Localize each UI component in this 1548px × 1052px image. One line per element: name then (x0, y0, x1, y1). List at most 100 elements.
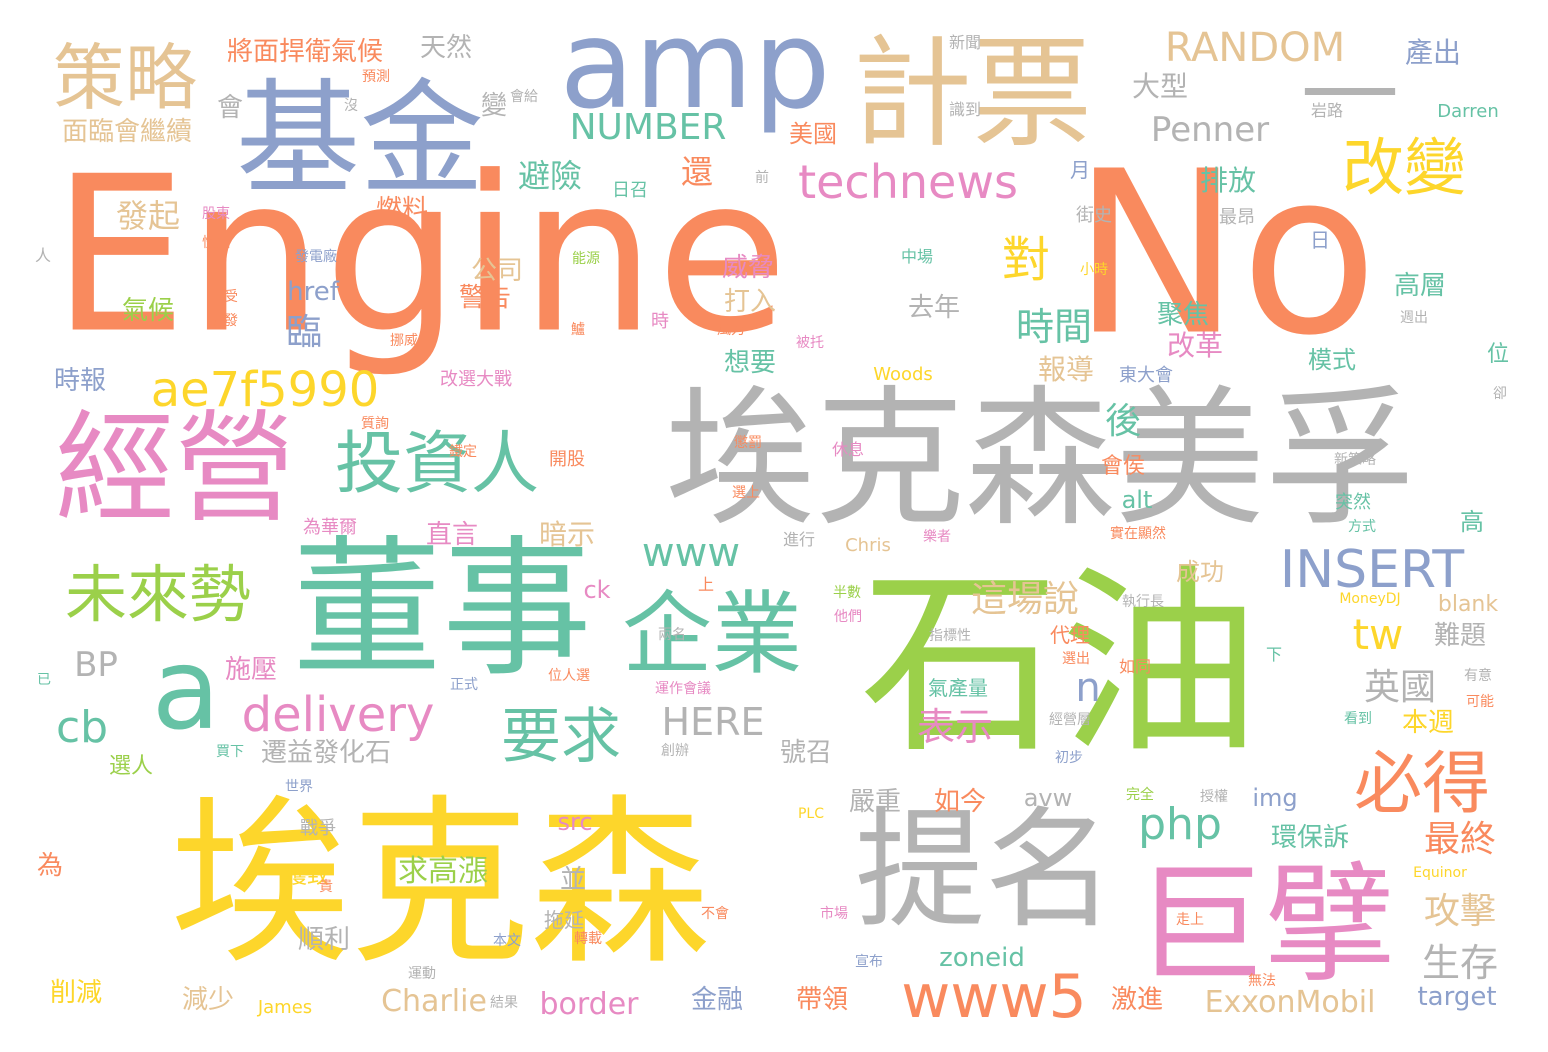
cloud-word: ae7f5990 (150, 362, 380, 418)
cloud-word: 完全 (1126, 787, 1154, 803)
cloud-word: 時間 (1015, 305, 1093, 349)
cloud-word: 為華爾 (303, 517, 357, 538)
cloud-word: 暗示 (538, 518, 596, 551)
cloud-word: 有意 (1464, 668, 1492, 684)
cloud-word: 開發 (210, 313, 238, 329)
cloud-word: 改革 (1166, 329, 1224, 362)
cloud-word: 面臨會繼續 (61, 117, 193, 147)
cloud-word: 投資人 (334, 425, 540, 504)
cloud-word: HERE (661, 700, 765, 744)
cloud-word: 看到 (1344, 711, 1372, 727)
cloud-word: 公司 (470, 256, 524, 286)
cloud-word: 本週 (1401, 708, 1455, 738)
cloud-word: 埃克森美孚 (664, 373, 1416, 547)
cloud-word: 買下 (216, 744, 244, 760)
cloud-word: Engine (51, 129, 789, 381)
cloud-word: 巨擘 (1134, 849, 1396, 1001)
cloud-word: 報導 (1037, 353, 1095, 386)
cloud-word: 轉載 (574, 931, 602, 947)
cloud-word: amp (559, 0, 831, 136)
cloud-word: a (151, 625, 221, 755)
cloud-word: 憬遭 (202, 235, 230, 251)
cloud-word: 會侯 (1100, 454, 1146, 479)
cloud-word: 產出 (1404, 36, 1462, 69)
cloud-word: 減少 (181, 985, 235, 1015)
cloud-word: 燃料 (375, 195, 429, 225)
cloud-word: 正式 (450, 677, 478, 693)
cloud-word: 未來勢 (64, 558, 252, 631)
cloud-word: 預測 (362, 69, 390, 85)
cloud-word: 挪威 (390, 333, 418, 349)
cloud-word: 執行長 (1122, 594, 1164, 610)
cloud-word: target (1417, 982, 1497, 1012)
cloud-word: 求高漲 (398, 854, 488, 889)
cloud-word: — (1300, 26, 1400, 143)
cloud-word: www5 (901, 962, 1087, 1032)
cloud-word: 提名 (854, 794, 1116, 946)
cloud-word: href (287, 277, 339, 307)
cloud-word: 企業 (622, 582, 802, 687)
cloud-word: 位人選 (548, 668, 590, 684)
cloud-word: 天然 (419, 33, 473, 63)
cloud-word: ExxonMobil (1204, 985, 1376, 1020)
cloud-word: 兩名 (658, 627, 686, 643)
cloud-word: 世界 (285, 779, 313, 795)
cloud-word: 岩路 (1310, 101, 1344, 120)
cloud-word: 發電廠 (295, 249, 337, 265)
cloud-word: No (1072, 123, 1378, 386)
cloud-word: 被托 (796, 335, 824, 351)
cloud-word: 董事 (291, 523, 593, 697)
cloud-word: 臨 (285, 312, 323, 353)
cloud-word: Woods (873, 364, 933, 385)
cloud-word: 走上 (1176, 912, 1204, 928)
cloud-word: PLC (797, 806, 825, 822)
cloud-word: Chris (845, 535, 891, 556)
cloud-word: 運作會議 (655, 681, 711, 697)
cloud-word: 中場 (900, 247, 934, 266)
cloud-word: 識到 (948, 100, 982, 119)
cloud-word: 帶領 (795, 985, 849, 1015)
cloud-word: 生存 (1421, 941, 1499, 985)
cloud-word: MoneyDJ (1339, 591, 1401, 607)
cloud-word: 改變 (1341, 131, 1467, 204)
cloud-word: 位 (1486, 342, 1510, 367)
cloud-word: 接受 (210, 289, 238, 305)
cloud-word: 能源 (572, 251, 600, 267)
cloud-word: 已 (37, 672, 51, 688)
cloud-word: 埃克森 (169, 780, 711, 989)
cloud-word: 警告 (458, 283, 512, 313)
cloud-word: 直言 (425, 520, 479, 550)
cloud-word: 改選大戰 (440, 369, 512, 390)
cloud-word: 石油 (859, 548, 1261, 781)
cloud-word: 創辦 (661, 743, 689, 759)
cloud-word: 表示 (916, 705, 994, 749)
cloud-word: 後 (1104, 401, 1142, 442)
cloud-word: 無法 (1248, 973, 1276, 989)
cloud-word: 最昂 (1219, 207, 1255, 228)
cloud-word: Penner (1150, 110, 1270, 150)
cloud-word: 為 (36, 851, 64, 881)
cloud-word: 環保訴 (1270, 823, 1350, 853)
cloud-word: 拖延 (544, 908, 584, 932)
cloud-word: 街史 (1076, 205, 1112, 226)
cloud-word: 基金 (235, 68, 485, 212)
cloud-word: 排放 (1199, 164, 1257, 197)
cloud-word: 戰爭 (300, 818, 336, 839)
cloud-word: 授權 (1200, 789, 1228, 805)
cloud-word: 大型 (1131, 70, 1189, 103)
cloud-word: 初步 (1055, 750, 1083, 766)
cloud-word: 不會 (701, 906, 729, 922)
cloud-word: 經營層 (1049, 712, 1091, 728)
cloud-word: avw (1023, 784, 1073, 812)
cloud-word: 宣布 (855, 954, 883, 970)
cloud-word: 最終 (1423, 819, 1497, 860)
cloud-word: 新聞 (948, 33, 982, 52)
cloud-word: 施壓 (224, 655, 278, 685)
cloud-word: blank (1437, 592, 1499, 617)
cloud-word: RANDOM (1164, 25, 1346, 71)
cloud-word: 結果 (490, 995, 518, 1011)
cloud-word: zoneid (939, 943, 1025, 973)
cloud-word: 會給 (510, 89, 538, 105)
cloud-word: 這場說 (970, 579, 1080, 620)
